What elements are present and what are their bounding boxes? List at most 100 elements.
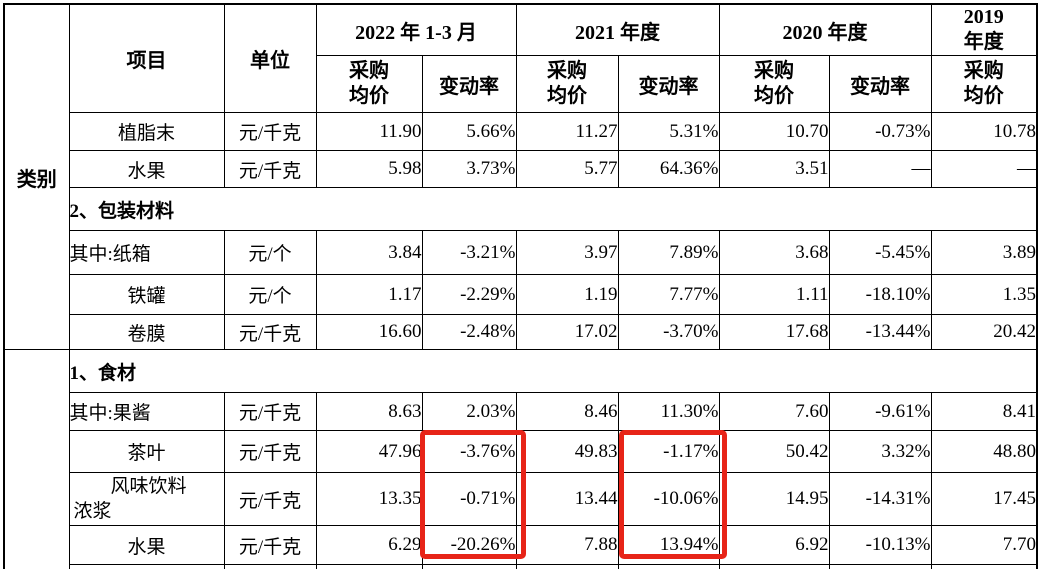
item-cell: 铁罐	[68, 274, 225, 315]
price-2019-cell: 48.80	[930, 430, 1038, 473]
price-2019-cell: —	[930, 150, 1038, 188]
price-2022-cell: 3.84	[315, 230, 423, 275]
cutoff-row	[4, 564, 1038, 569]
section-label: 1、食材	[68, 349, 1038, 393]
cutoff-cell	[223, 564, 317, 569]
change-2022-cell: -2.29%	[421, 274, 517, 315]
change-2021-cell: 11.30%	[617, 392, 720, 431]
item-cell: 水果	[68, 150, 225, 188]
period-header-2022: 2022 年 1-3 月	[315, 3, 517, 56]
unit-cell: 元/千克	[223, 314, 317, 350]
change-2021-cell: 7.77%	[617, 274, 720, 315]
metric-header-change-2021: 变动率	[617, 55, 720, 113]
price-2022-cell: 5.98	[315, 150, 423, 188]
change-2020-cell: -9.61%	[828, 392, 932, 431]
period-header-2019: 2019 年度	[930, 3, 1038, 56]
item-cell: 其中:果酱	[68, 392, 225, 431]
price-2022-cell: 6.29	[315, 525, 423, 565]
change-2021-cell: -10.06%	[617, 472, 720, 526]
price-2021-cell: 3.97	[515, 230, 619, 275]
price-2019-cell: 17.45	[930, 472, 1038, 526]
change-2020-cell: -10.13%	[828, 525, 932, 565]
price-2021-cell: 8.46	[515, 392, 619, 431]
header-row-metrics: 采购 均价 变动率 采购 均价 变动率 采购 均价 变动率 采购 均价	[4, 55, 1038, 113]
table-row: 卷膜 元/千克 16.60 -2.48% 17.02 -3.70% 17.68 -13.44%…	[4, 314, 1038, 350]
price-2021-cell: 11.27	[515, 112, 619, 151]
price-2022-cell: 13.35	[315, 472, 423, 526]
price-2020-cell: 6.92	[718, 525, 830, 565]
change-2022-cell: 5.66%	[421, 112, 517, 151]
price-2021-cell: 5.77	[515, 150, 619, 188]
change-2022-cell: -20.26%	[421, 525, 517, 565]
change-2022-cell: 2.03%	[421, 392, 517, 431]
section-row: 2、包装材料	[4, 187, 1038, 231]
unit-header: 单位	[223, 3, 317, 113]
price-2020-cell: 17.68	[718, 314, 830, 350]
cutoff-cell	[617, 564, 720, 569]
price-2021-cell: 1.19	[515, 274, 619, 315]
table-row: 其中:纸箱 元/个 3.84 -3.21% 3.97 7.89% 3.68 -5.45% 3.8…	[4, 230, 1038, 275]
change-2020-cell: -14.31%	[828, 472, 932, 526]
change-2020-cell: -5.45%	[828, 230, 932, 275]
price-2020-cell: 7.60	[718, 392, 830, 431]
section-row: 1、食材	[3, 349, 1038, 569]
category-header: 类别	[3, 3, 70, 350]
unit-cell: 元/个	[223, 230, 317, 275]
price-2019-cell: 3.89	[930, 230, 1038, 275]
item-cell: 卷膜	[68, 314, 225, 350]
change-2021-cell: 64.36%	[617, 150, 720, 188]
price-2021-cell: 13.44	[515, 472, 619, 526]
period-header-2020: 2020 年度	[718, 3, 932, 56]
price-2020-cell: 1.11	[718, 274, 830, 315]
change-2020-cell: -18.10%	[828, 274, 932, 315]
change-2022-cell: -3.21%	[421, 230, 517, 275]
item-cell: 植脂末	[68, 112, 225, 151]
item-label-line1: 风味饮料	[110, 476, 187, 497]
item-cell: 风味饮料 浓浆	[68, 472, 225, 526]
change-2022-cell: 3.73%	[421, 150, 517, 188]
header-row-periods: 类别 项目 单位 2022 年 1-3 月 2021 年度 2020 年度 20…	[3, 3, 1038, 350]
item-cell: 茶叶	[68, 430, 225, 473]
table-row: 植脂末 元/千克 11.90 5.66% 11.27 5.31% 10.70 -0.73% 10…	[4, 112, 1038, 151]
change-2020-cell: -13.44%	[828, 314, 932, 350]
table-row: 水果 元/千克 6.29 -20.26% 7.88 13.94% 6.92 -10.13% 7.…	[4, 525, 1038, 565]
price-2022-cell: 8.63	[315, 392, 423, 431]
price-2022-cell: 11.90	[315, 112, 423, 151]
change-2020-cell: -0.73%	[828, 112, 932, 151]
unit-cell: 元/千克	[223, 150, 317, 188]
cutoff-cell	[828, 564, 932, 569]
change-2020-cell: 3.32%	[828, 430, 932, 473]
unit-cell: 元/千克	[223, 430, 317, 473]
table-row: 水果 元/千克 5.98 3.73% 5.77 64.36% 3.51— —	[4, 150, 1038, 188]
unit-cell: 元/个	[223, 274, 317, 315]
unit-cell: 元/千克	[223, 112, 317, 151]
price-2019-cell: 20.42	[930, 314, 1038, 350]
price-2020-cell: 50.42	[718, 430, 830, 473]
price-2020-cell: 3.51	[718, 150, 830, 188]
price-2019-cell: 8.41	[930, 392, 1038, 431]
category-cell-empty	[3, 349, 70, 569]
change-2022-cell: -2.48%	[421, 314, 517, 350]
change-2021-cell: 5.31%	[617, 112, 720, 151]
change-2021-cell: 13.94%	[617, 525, 720, 565]
change-2021-cell: -1.17%	[617, 430, 720, 473]
price-2022-cell: 47.96	[315, 430, 423, 473]
unit-cell: 元/千克	[223, 392, 317, 431]
cutoff-cell	[515, 564, 619, 569]
price-2020-cell: 10.70	[718, 112, 830, 151]
change-2021-cell: -3.70%	[617, 314, 720, 350]
price-2019-cell: 1.35	[930, 274, 1038, 315]
metric-header-change-2020: 变动率	[828, 55, 932, 113]
price-2022-cell: 1.17	[315, 274, 423, 315]
metric-header-price-2022: 采购 均价	[315, 55, 423, 113]
procurement-price-table: 类别 项目 单位 2022 年 1-3 月 2021 年度 2020 年度 20…	[3, 3, 1038, 569]
price-2022-cell: 16.60	[315, 314, 423, 350]
cutoff-cell	[930, 564, 1038, 569]
metric-header-price-2020: 采购 均价	[718, 55, 830, 113]
item-cell: 水果	[68, 525, 225, 565]
price-2020-cell: 14.95	[718, 472, 830, 526]
item-header: 项目	[68, 3, 225, 113]
price-2021-cell: 17.02	[515, 314, 619, 350]
section-label: 2、包装材料	[68, 187, 1038, 231]
unit-cell: 元/千克	[223, 472, 317, 526]
